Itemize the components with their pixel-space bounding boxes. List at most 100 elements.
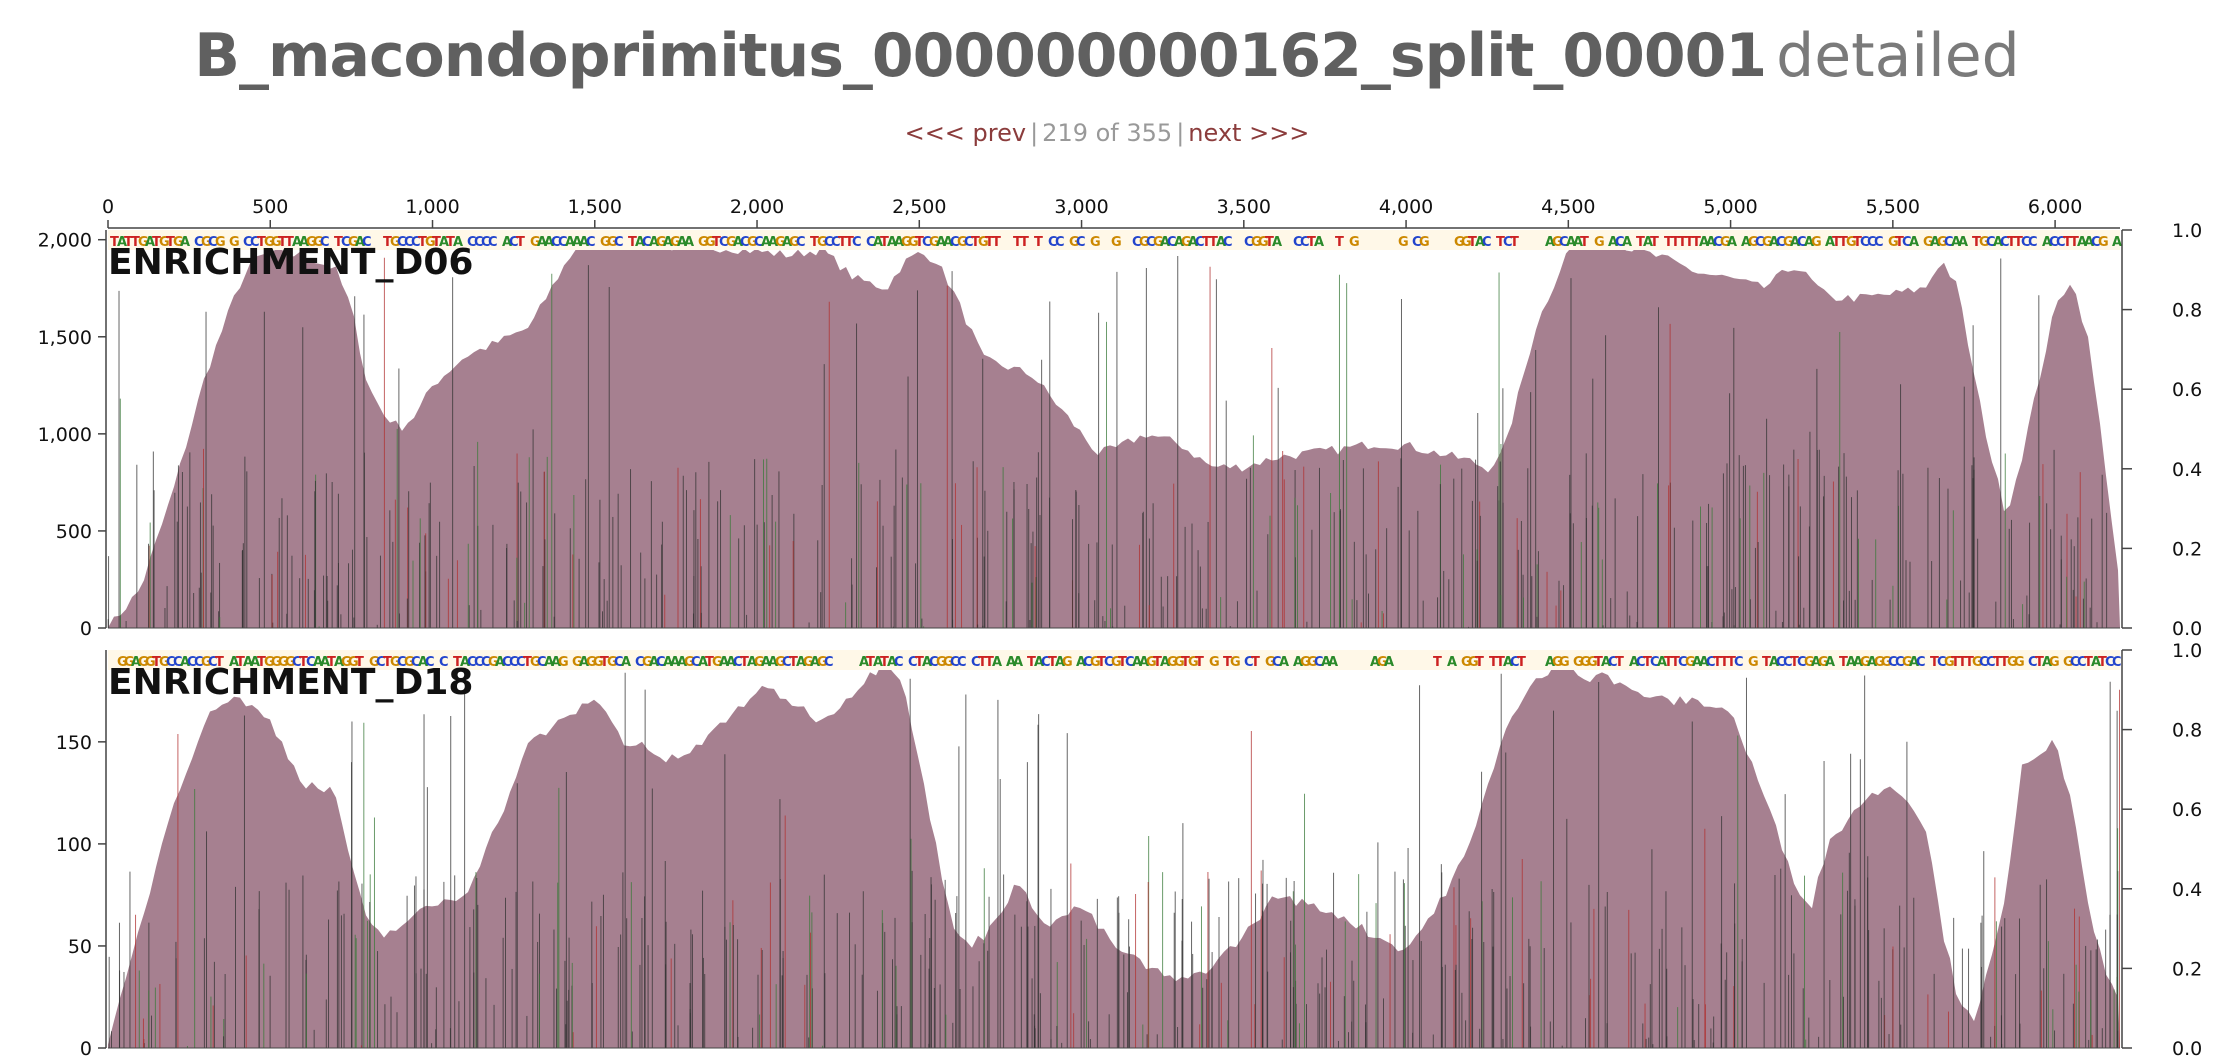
letter-glyph: G <box>138 655 149 670</box>
letter-glyph: T <box>1636 235 1645 250</box>
letter-glyph: T <box>1013 235 1022 250</box>
letter-glyph: A <box>887 655 897 670</box>
letter-glyph: T <box>1496 235 1505 250</box>
letter-glyph: T <box>915 235 924 250</box>
genome-title: B_macondoprimitus_000000000162_split_000… <box>194 21 1767 91</box>
prev-link[interactable]: <<< prev <box>904 119 1027 147</box>
letter-glyph: C <box>1314 655 1324 670</box>
letter-glyph: T <box>985 655 994 670</box>
coverage-area <box>108 235 2120 628</box>
letter-glyph: G <box>1069 235 1080 250</box>
letter-glyph: G <box>229 235 240 250</box>
letter-glyph: A <box>943 235 953 250</box>
letter-glyph: C <box>1650 655 1660 670</box>
letter-glyph: T <box>1048 655 1057 670</box>
letter-glyph: C <box>1482 235 1492 250</box>
letter-glyph: A <box>726 655 736 670</box>
letter-glyph: A <box>1622 235 1632 250</box>
letter-glyph: C <box>1503 235 1513 250</box>
letter-glyph: G <box>488 655 499 670</box>
letter-glyph: G <box>1846 235 1857 250</box>
letter-glyph: T <box>1615 655 1624 670</box>
letter-glyph: T <box>418 235 427 250</box>
letter-glyph: C <box>1986 235 1996 250</box>
letter-glyph: T <box>1972 235 1981 250</box>
letter-glyph: A <box>2077 235 2087 250</box>
letter-glyph: A <box>1321 655 1331 670</box>
letter-glyph: A <box>733 235 743 250</box>
letter-glyph: T <box>285 235 294 250</box>
letter-glyph: C <box>1055 235 1065 250</box>
letter-glyph: G <box>173 235 184 250</box>
x-tick-label: 3,500 <box>1217 196 1271 218</box>
letter-glyph: C <box>1895 655 1905 670</box>
letter-glyph: C <box>1125 655 1135 670</box>
letter-glyph: A <box>229 655 239 670</box>
letter-glyph: T <box>1475 655 1484 670</box>
letter-glyph: C <box>2021 235 2031 250</box>
letter-glyph: G <box>1258 235 1269 250</box>
panel-title: ENRICHMENT_D18 <box>108 662 473 703</box>
letter-glyph: G <box>908 235 919 250</box>
letter-glyph: G <box>572 655 583 670</box>
letter-glyph: A <box>1503 655 1513 670</box>
letter-glyph: C <box>376 655 386 670</box>
letter-glyph: C <box>320 235 330 250</box>
letter-glyph: T <box>215 655 224 670</box>
letter-glyph: C <box>537 655 547 670</box>
letter-glyph: G <box>1552 235 1563 250</box>
y-axis-right: 0.0 0.2 0.4 0.6 0.8 1.0 <box>2121 220 2202 640</box>
letter-glyph: C <box>173 655 183 670</box>
y-axis-left: 0 500 1,000 1,500 2,000 <box>38 230 107 640</box>
letter-glyph: T <box>1027 655 1036 670</box>
letter-glyph: T <box>523 655 532 670</box>
y-tick-label: 0 <box>80 1038 92 1060</box>
letter-glyph: T <box>124 235 133 250</box>
letter-glyph: C <box>397 235 407 250</box>
letter-glyph: G <box>1167 655 1178 670</box>
letter-glyph: T <box>2063 235 2072 250</box>
letter-glyph: T <box>1790 655 1799 670</box>
letter-glyph: C <box>1888 655 1898 670</box>
letter-glyph: G <box>313 235 324 250</box>
letter-glyph: C <box>1937 655 1947 670</box>
letter-glyph: T <box>1664 235 1673 250</box>
letter-glyph: A <box>747 655 757 670</box>
letter-glyph: G <box>1804 655 1815 670</box>
letter-glyph: G <box>1398 235 1409 250</box>
next-link[interactable]: next >>> <box>1188 119 1310 147</box>
letter-glyph: G <box>201 655 212 670</box>
letter-glyph: G <box>1552 655 1563 670</box>
letter-glyph: T <box>257 655 266 670</box>
letter-glyph: T <box>383 655 392 670</box>
letter-glyph: T <box>1202 235 1211 250</box>
letter-glyph: G <box>1146 655 1157 670</box>
letter-glyph: A <box>1741 235 1751 250</box>
letter-glyph: A <box>1566 235 1576 250</box>
letter-glyph: T <box>1650 235 1659 250</box>
letter-glyph: G <box>1349 235 1360 250</box>
letter-glyph: C <box>2112 655 2122 670</box>
page-title: B_macondoprimitus_000000000162_split_000… <box>0 18 2214 94</box>
letter-glyph: T <box>1643 655 1652 670</box>
letter-glyph: G <box>1881 655 1892 670</box>
letter-glyph: G <box>1419 235 1430 250</box>
letter-glyph: A <box>1475 235 1485 250</box>
letter-glyph: C <box>2091 235 2101 250</box>
letter-glyph: T <box>1265 235 1274 250</box>
letter-glyph: G <box>390 655 401 670</box>
letter-glyph: A <box>1034 655 1044 670</box>
letter-glyph: C <box>558 235 568 250</box>
letter-glyph: A <box>460 655 470 670</box>
letter-glyph: A <box>1447 655 1457 670</box>
letter-glyph: A <box>439 235 449 250</box>
letter-glyph: G <box>607 235 618 250</box>
letter-glyph: C <box>1874 235 1884 250</box>
x-tick-label: 2,500 <box>892 196 946 218</box>
letter-glyph: A <box>1909 235 1919 250</box>
letter-glyph: T <box>971 235 980 250</box>
letter-glyph: C <box>194 655 204 670</box>
letter-glyph: G <box>201 235 212 250</box>
